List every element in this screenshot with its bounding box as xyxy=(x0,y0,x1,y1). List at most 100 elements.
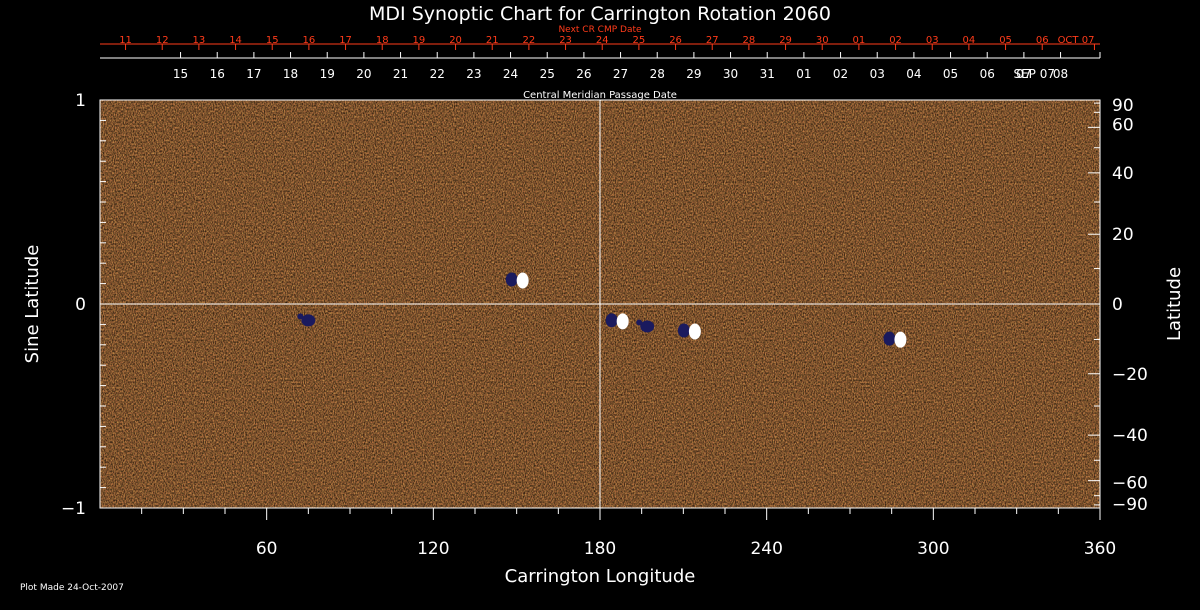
next-cr-date-label: 02 xyxy=(889,35,902,46)
positive-polarity-spot xyxy=(516,272,529,289)
positive-polarity-spot xyxy=(894,331,907,348)
cmp-date-label: 22 xyxy=(430,67,445,81)
x-tick-label: 240 xyxy=(750,539,782,559)
y-tick-label-right: 60 xyxy=(1112,115,1134,135)
y-tick-label-right: −20 xyxy=(1112,365,1148,385)
y-axis-label-right: Latitude xyxy=(1164,267,1185,341)
date-axes: OCT 07 06 05 04 03 02 01 30 29 28 27 26 25 24 23 22 21 20… xyxy=(100,35,1101,81)
cmp-date-label: 31 xyxy=(760,67,775,81)
next-cr-date-label: OCT 07 xyxy=(1058,35,1095,46)
positive-polarity-spot xyxy=(616,313,629,330)
cmp-date-label: 17 xyxy=(246,67,261,81)
cmp-date-label: 30 xyxy=(723,67,738,81)
cmp-date-label: 26 xyxy=(576,67,591,81)
active-region xyxy=(636,319,655,333)
next-cr-date-label: 15 xyxy=(266,35,279,46)
x-tick-label: 60 xyxy=(256,539,278,559)
next-cr-date-label: 04 xyxy=(963,35,976,46)
active-region xyxy=(605,313,629,330)
next-cr-date-label: 12 xyxy=(156,35,169,46)
plot-made-footer: Plot Made 24-Oct-2007 xyxy=(20,583,124,593)
cmp-date-label: 28 xyxy=(650,67,665,81)
active-region xyxy=(883,331,907,348)
y-axis-label-left: Sine Latitude xyxy=(22,245,43,364)
cmp-date-label: 25 xyxy=(540,67,555,81)
cmp-date-label: 01 xyxy=(796,67,811,81)
next-cr-date-label: 26 xyxy=(669,35,682,46)
next-cr-date-label: 18 xyxy=(376,35,389,46)
negative-polarity-spot xyxy=(505,272,518,287)
next-cr-date-label: 21 xyxy=(486,35,499,46)
next-cr-date-label: 29 xyxy=(779,35,792,46)
next-cr-axis-label: Next CR CMP Date xyxy=(558,25,642,35)
y-tick-label-left: 1 xyxy=(75,91,86,111)
chart-title: MDI Synoptic Chart for Carrington Rotati… xyxy=(369,3,831,25)
cmp-date-label: 20 xyxy=(356,67,371,81)
positive-polarity-spot xyxy=(688,323,701,340)
next-cr-date-label: 24 xyxy=(596,35,609,46)
cmp-axis-label: Central Meridian Passage Date xyxy=(523,90,677,101)
next-cr-date-label: 30 xyxy=(816,35,829,46)
y-tick-label-right: 0 xyxy=(1112,295,1123,315)
y-tick-label-right: −40 xyxy=(1112,426,1148,446)
cmp-date-label: 07 xyxy=(1016,67,1031,81)
negative-polarity-spot xyxy=(301,314,316,327)
next-cr-date-label: 27 xyxy=(706,35,719,46)
active-regions xyxy=(297,272,907,348)
cmp-date-label: 27 xyxy=(613,67,628,81)
next-cr-date-label: 16 xyxy=(303,35,316,46)
cmp-date-label: 02 xyxy=(833,67,848,81)
next-cr-date-label: 01 xyxy=(853,35,866,46)
x-tick-label: 180 xyxy=(584,539,616,559)
negative-polarity-spot xyxy=(605,313,618,328)
x-tick-label: 360 xyxy=(1084,539,1116,559)
active-region xyxy=(677,323,701,340)
cmp-date-label: 05 xyxy=(943,67,958,81)
y-tick-label-right: 20 xyxy=(1112,225,1134,245)
next-cr-date-label: 03 xyxy=(926,35,939,46)
y-tick-label-left: 0 xyxy=(75,295,86,315)
cmp-date-label: 23 xyxy=(466,67,481,81)
x-axis: 60 120 180 240 300 360 xyxy=(141,508,1116,559)
cmp-date-label: 29 xyxy=(686,67,701,81)
next-cr-date-label: 11 xyxy=(119,35,132,46)
negative-polarity-spot xyxy=(636,319,643,326)
negative-polarity-spot xyxy=(297,313,304,320)
negative-polarity-spot xyxy=(640,320,655,333)
y-axis-left: 1 0 −1 xyxy=(61,91,112,519)
cmp-date-label: 15 xyxy=(173,67,188,81)
negative-polarity-spot xyxy=(677,323,690,338)
y-tick-label-left: −1 xyxy=(61,499,86,519)
next-cr-date-label: 19 xyxy=(413,35,426,46)
cmp-date-label: 18 xyxy=(283,67,298,81)
cmp-date-label: 21 xyxy=(393,67,408,81)
next-cr-date-label: 22 xyxy=(523,35,536,46)
x-tick-label: 300 xyxy=(917,539,949,559)
y-tick-label-right: 40 xyxy=(1112,164,1134,184)
next-cr-date-label: 06 xyxy=(1036,35,1049,46)
cmp-date-label: 16 xyxy=(210,67,225,81)
cmp-date-label: 08 xyxy=(1053,67,1068,81)
active-region xyxy=(505,272,529,289)
next-cr-date-label: 17 xyxy=(339,35,352,46)
y-tick-label-right: −90 xyxy=(1112,495,1148,515)
next-cr-date-label: 13 xyxy=(193,35,206,46)
cmp-date-label: SEP 07 xyxy=(1013,67,1055,81)
next-cr-date-label: 05 xyxy=(999,35,1012,46)
next-cr-date-label: 14 xyxy=(229,35,242,46)
x-axis-label: Carrington Longitude xyxy=(505,566,696,587)
next-cr-date-label: 20 xyxy=(449,35,462,46)
y-tick-label-right: 90 xyxy=(1112,96,1134,116)
cmp-date-label: 24 xyxy=(503,67,518,81)
cmp-date-label: 06 xyxy=(980,67,995,81)
negative-polarity-spot xyxy=(883,331,896,346)
cmp-date-label: 19 xyxy=(320,67,335,81)
next-cr-date-label: 25 xyxy=(633,35,646,46)
active-region xyxy=(297,313,316,327)
cmp-date-label: 03 xyxy=(870,67,885,81)
next-cr-date-label: 23 xyxy=(559,35,572,46)
x-tick-label: 120 xyxy=(417,539,449,559)
y-tick-label-right: −60 xyxy=(1112,474,1148,494)
